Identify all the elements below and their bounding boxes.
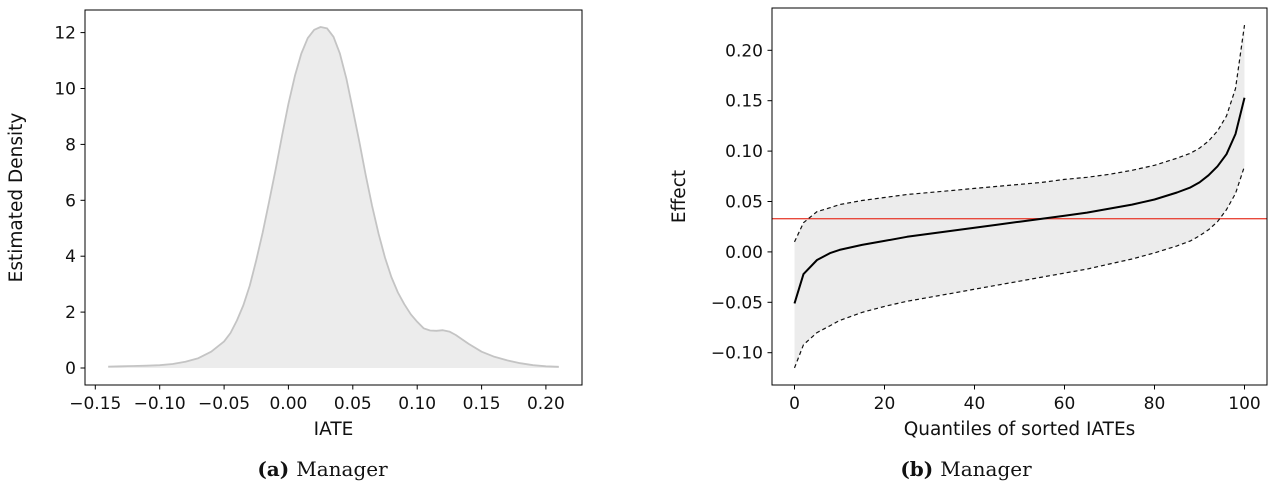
svg-text:0.00: 0.00 [725, 243, 763, 263]
svg-text:0: 0 [789, 394, 800, 414]
svg-text:0.20: 0.20 [527, 394, 565, 414]
caption-a-text: Manager [296, 457, 388, 481]
svg-text:0: 0 [65, 359, 76, 379]
svg-text:0.05: 0.05 [725, 193, 763, 213]
svg-text:IATE: IATE [314, 419, 354, 440]
caption-b: (b) Manager [900, 457, 1031, 481]
svg-text:8: 8 [65, 135, 76, 155]
quantile-effects-chart: 0 20 40 60 80 100 −0.10 −0.05 0.00 0.05 0.10 0.15 0.… [669, 7, 1268, 440]
subfigure-a: −0.15 −0.10 −0.05 0.00 0.05 0.10 0.15 0.20 0 2 4 6 8… [6, 9, 583, 481]
svg-text:60: 60 [1054, 394, 1076, 414]
caption-b-text: Manager [940, 457, 1032, 481]
svg-text:0.15: 0.15 [725, 92, 763, 112]
svg-text:0.20: 0.20 [725, 41, 763, 61]
svg-text:Estimated Density: Estimated Density [6, 113, 27, 283]
svg-text:12: 12 [54, 24, 76, 44]
svg-text:0.00: 0.00 [269, 394, 307, 414]
svg-text:Effect: Effect [669, 170, 690, 223]
subfigure-b: 0 20 40 60 80 100 −0.10 −0.05 0.00 0.05 0.10 0.15 0.… [645, 0, 1287, 498]
svg-text:−0.05: −0.05 [198, 394, 250, 414]
svg-text:−0.05: −0.05 [711, 293, 763, 313]
svg-text:2: 2 [65, 303, 76, 323]
svg-text:0.05: 0.05 [334, 394, 372, 414]
svg-text:80: 80 [1144, 394, 1166, 414]
svg-text:10: 10 [54, 80, 76, 100]
svg-text:−0.10: −0.10 [711, 344, 763, 364]
density-chart-iate: −0.15 −0.10 −0.05 0.00 0.05 0.10 0.15 0.20 0 2 4 6 8… [6, 9, 583, 440]
svg-text:4: 4 [65, 247, 76, 267]
caption-a-label: (a) [257, 457, 290, 481]
svg-text:40: 40 [964, 394, 986, 414]
caption-b-label: (b) [900, 457, 934, 481]
svg-text:0.15: 0.15 [463, 394, 501, 414]
svg-text:−0.15: −0.15 [69, 394, 121, 414]
svg-text:0.10: 0.10 [725, 142, 763, 162]
svg-text:−0.10: −0.10 [134, 394, 186, 414]
caption-a: (a) Manager [257, 457, 387, 481]
svg-text:0.10: 0.10 [398, 394, 436, 414]
svg-text:100: 100 [1228, 394, 1260, 414]
svg-text:6: 6 [65, 191, 76, 211]
svg-text:Quantiles of sorted IATEs: Quantiles of sorted IATEs [904, 419, 1136, 440]
svg-text:20: 20 [874, 394, 896, 414]
